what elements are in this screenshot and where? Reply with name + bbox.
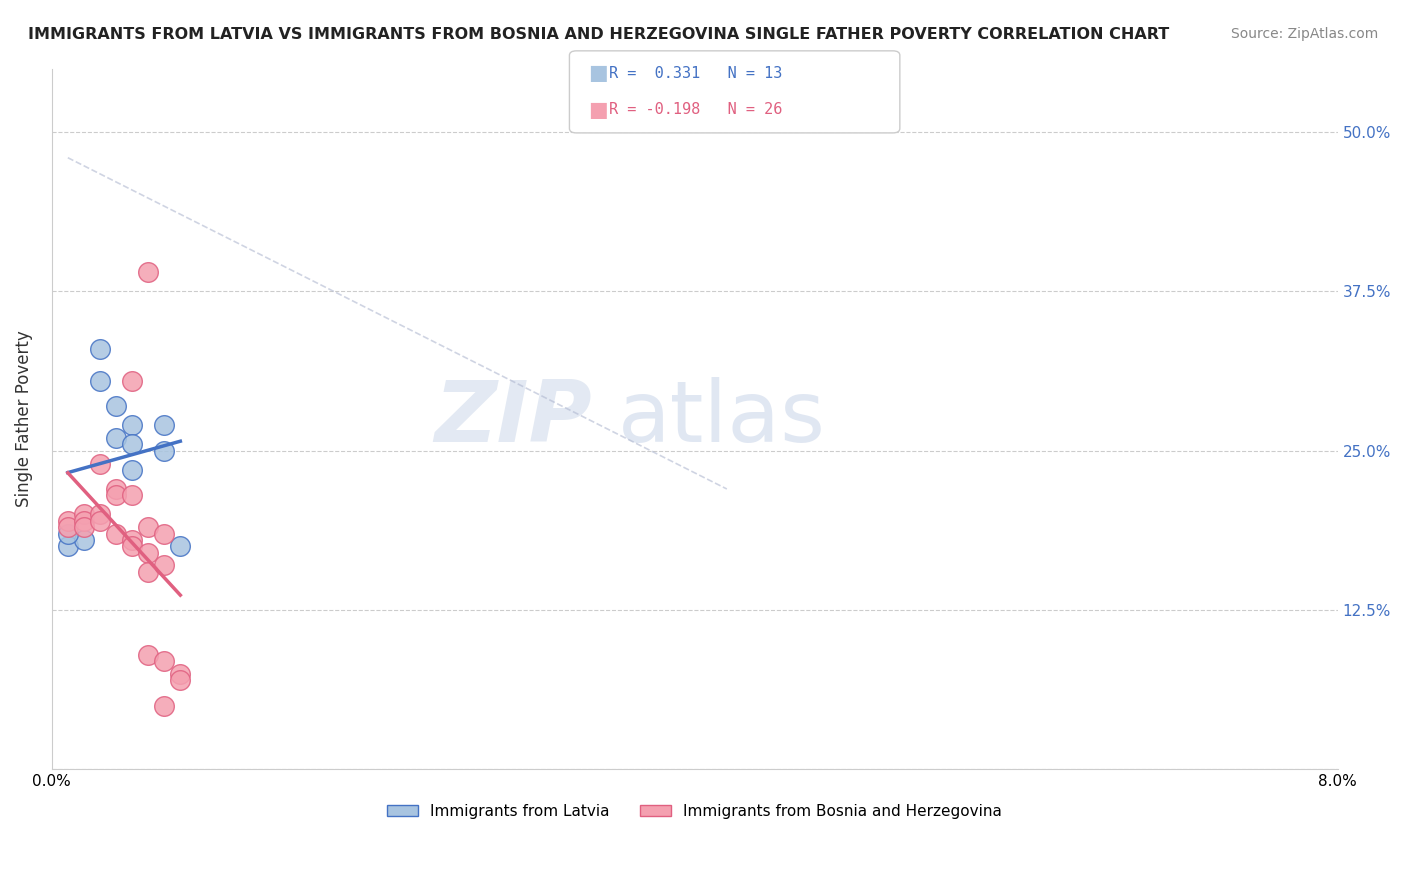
Point [169, 539, 191, 553]
Point [105, 482, 128, 496]
Text: atlas: atlas [617, 377, 825, 460]
Point [121, 374, 143, 388]
Point [56, 520, 79, 534]
Point [153, 558, 176, 573]
Point [153, 698, 176, 713]
Point [153, 526, 176, 541]
Text: ZIP: ZIP [434, 377, 592, 460]
Point [105, 488, 128, 502]
Point [121, 463, 143, 477]
Text: ■: ■ [588, 63, 607, 83]
Point [89, 342, 111, 356]
Text: ■: ■ [588, 100, 607, 120]
Point [153, 443, 176, 458]
Point [73, 514, 96, 528]
Text: R = -0.198   N = 26: R = -0.198 N = 26 [609, 103, 782, 117]
Text: R =  0.331   N = 13: R = 0.331 N = 13 [609, 66, 782, 80]
Point [56, 539, 79, 553]
Point [89, 508, 111, 522]
Point [153, 654, 176, 668]
Point [105, 399, 128, 413]
Point [105, 526, 128, 541]
Point [89, 457, 111, 471]
Point [121, 539, 143, 553]
Point [136, 520, 159, 534]
Point [136, 546, 159, 560]
Point [56, 514, 79, 528]
Text: Source: ZipAtlas.com: Source: ZipAtlas.com [1230, 27, 1378, 41]
Point [89, 374, 111, 388]
Point [121, 488, 143, 502]
Point [136, 565, 159, 579]
Point [121, 437, 143, 451]
Point [169, 673, 191, 687]
Point [89, 514, 111, 528]
Y-axis label: Single Father Poverty: Single Father Poverty [15, 331, 32, 508]
Point [169, 666, 191, 681]
Point [73, 508, 96, 522]
Point [73, 520, 96, 534]
Point [121, 533, 143, 547]
Legend: Immigrants from Latvia, Immigrants from Bosnia and Herzegovina: Immigrants from Latvia, Immigrants from … [381, 797, 1008, 825]
Point [136, 648, 159, 662]
Point [105, 431, 128, 445]
Text: IMMIGRANTS FROM LATVIA VS IMMIGRANTS FROM BOSNIA AND HERZEGOVINA SINGLE FATHER P: IMMIGRANTS FROM LATVIA VS IMMIGRANTS FRO… [28, 27, 1170, 42]
Point [153, 418, 176, 433]
Point [121, 418, 143, 433]
Point [73, 533, 96, 547]
Point [136, 265, 159, 279]
Point [56, 526, 79, 541]
